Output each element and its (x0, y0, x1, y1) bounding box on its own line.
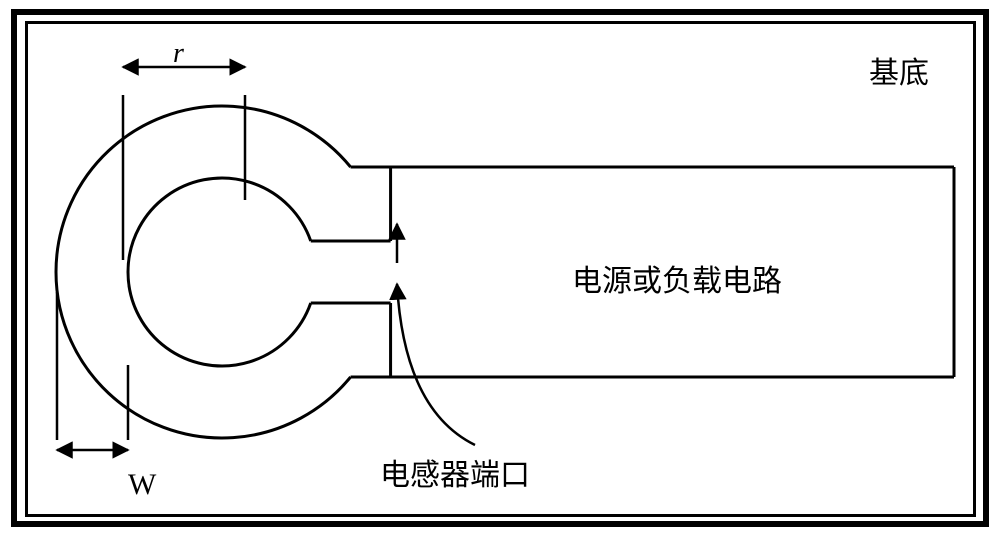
r-dimension-label: r (173, 38, 184, 70)
diagram-stage: 基底 r W 电感器端口 电源或负载电路 (0, 0, 1000, 538)
load-circuit-label: 电源或负载电路 (572, 256, 782, 300)
inductor-port-label: 电感器端口 (380, 450, 530, 494)
w-dimension-label: W (128, 468, 156, 502)
substrate-label: 基底 (869, 48, 929, 92)
